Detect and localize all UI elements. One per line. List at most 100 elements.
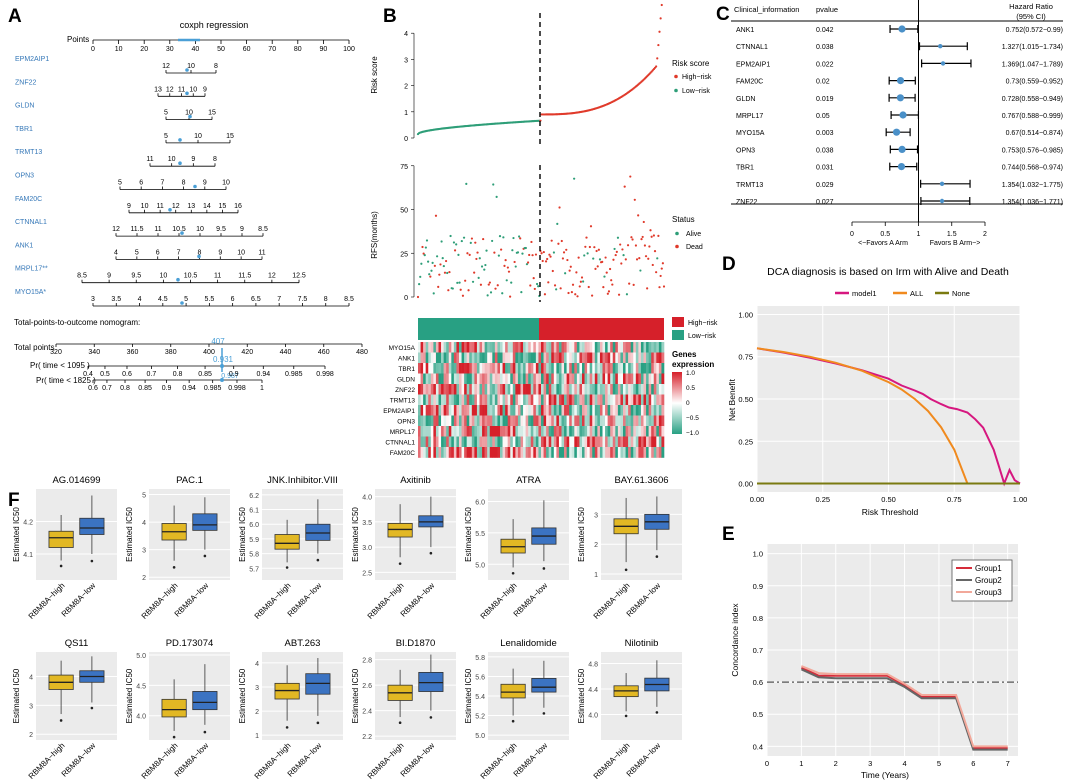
- heatmap-cell: [569, 394, 573, 406]
- heatmap-cell: [443, 426, 447, 437]
- heatmap-cell: [658, 447, 662, 458]
- heatmap-cell: [425, 384, 429, 395]
- heatmap-cell: [469, 342, 473, 353]
- rfs-point: [464, 279, 467, 282]
- nomogram-row-tick-label: 4: [138, 296, 142, 303]
- heatmap-cell: [492, 405, 496, 416]
- heatmap-cell: [520, 447, 524, 458]
- heatmap-cell: [633, 447, 637, 458]
- heatmap-cell: [474, 352, 478, 364]
- heatmap-cell: [605, 415, 608, 427]
- risk-score-point: [657, 43, 660, 47]
- heatmap-cell: [569, 342, 573, 353]
- heatmap-cell: [453, 384, 457, 395]
- heatmap-cell: [423, 342, 426, 353]
- total-points-tick-label: 360: [127, 349, 139, 356]
- box-body: [387, 522, 413, 538]
- rfs-point: [589, 225, 593, 228]
- heatmap-cell: [633, 394, 637, 406]
- heatmap-cell: [607, 447, 611, 458]
- total-points-tick-label: 380: [165, 349, 177, 356]
- heatmap-cell: [464, 405, 467, 416]
- heatmap-cell: [464, 426, 467, 437]
- heatmap-cell: [651, 384, 655, 395]
- forest-row-pvalue: 0.05: [816, 113, 830, 120]
- rfs-point: [558, 206, 561, 209]
- heatmap-cell: [459, 352, 462, 364]
- heatmap-cell: [535, 415, 539, 427]
- heatmap-cell: [502, 342, 506, 353]
- y-tick-label: 0.9: [753, 582, 763, 591]
- heatmap-cell: [435, 447, 439, 458]
- heatmap-cell: [546, 373, 549, 385]
- heatmap-cell: [507, 342, 511, 353]
- heatmap-cell: [546, 394, 549, 406]
- box-outlier: [203, 730, 207, 734]
- heatmap-cell: [602, 447, 606, 458]
- heatmap-cell: [597, 394, 601, 406]
- heatmap-cell: [500, 394, 503, 406]
- heatmap-cell: [456, 373, 460, 385]
- heatmap-cell: [500, 447, 503, 458]
- risk-panel: Risk score RFS(months) Risk score High−r…: [370, 3, 712, 302]
- plot-background: [375, 652, 456, 740]
- drug-title: JNK.Inhibitor.VIII: [267, 475, 338, 486]
- heatmap-cell: [620, 352, 624, 364]
- rfs-point: [444, 259, 448, 263]
- heatmap-cell: [592, 394, 596, 406]
- heatmap-cell: [658, 394, 662, 406]
- heatmap-cell: [635, 363, 639, 374]
- heatmap-cell: [656, 426, 660, 437]
- heatmap-cell: [628, 426, 631, 437]
- heatmap-cell: [482, 373, 485, 385]
- forest-estimate-point: [938, 44, 943, 49]
- heatmap-cell: [441, 373, 444, 385]
- heatmap-cell: [435, 373, 439, 385]
- total-points-tick-label: 420: [241, 349, 253, 356]
- heatmap-cell: [492, 352, 496, 364]
- nomogram-row-tick-label: 11: [146, 156, 153, 163]
- heatmap-cell: [535, 373, 539, 385]
- heatmap-cell: [505, 426, 508, 437]
- heatmap-cell: [576, 373, 580, 385]
- rfs-point: [447, 289, 450, 292]
- x-category-label: RBM8A−high: [27, 581, 67, 621]
- rfs-point: [576, 295, 579, 298]
- heatmap-cell: [556, 415, 560, 427]
- heatmap-cell: [528, 436, 532, 448]
- heatmap-cell: [487, 384, 491, 395]
- probability-tick-label: 0.94: [182, 385, 196, 392]
- heatmap-cell: [594, 405, 598, 416]
- rfs-point: [471, 280, 475, 283]
- forest-estimate-point: [896, 94, 905, 102]
- heatmap-cell: [461, 373, 465, 385]
- rfs-point: [533, 287, 536, 291]
- y-tick-label: 3.0: [362, 545, 372, 552]
- heatmap-cell: [653, 426, 657, 437]
- probability-tick-label: 0.8: [120, 385, 130, 392]
- heatmap-cell: [651, 436, 655, 448]
- forest-row-pvalue: 0.019: [816, 96, 834, 103]
- heatmap-cell: [505, 436, 508, 448]
- x-tick-label: 0: [765, 759, 769, 768]
- rfs-point: [575, 271, 578, 274]
- y-tick-label: 6.0: [475, 500, 485, 507]
- heatmap-cell: [548, 373, 552, 385]
- heatmap-cell: [635, 426, 639, 437]
- heatmap-gene-label: ANK1: [398, 355, 415, 362]
- heatmap-cell: [551, 447, 555, 458]
- heatmap-cell: [597, 373, 601, 385]
- heatmap-cell: [597, 342, 601, 353]
- heatmap-cell: [564, 363, 567, 374]
- heatmap-cell: [648, 426, 652, 437]
- y-tick-label: 4.0: [136, 714, 146, 721]
- heatmap-cell: [425, 373, 429, 385]
- heatmap-cell: [558, 384, 562, 395]
- forest-row-pvalue: 0.027: [816, 199, 834, 206]
- heatmap-cell: [446, 342, 450, 353]
- heatmap-cell: [500, 373, 503, 385]
- heatmap-cell: [582, 373, 585, 385]
- heatmap-cell: [638, 373, 642, 385]
- rfs-point: [657, 234, 660, 237]
- heatmap-cell: [423, 373, 426, 385]
